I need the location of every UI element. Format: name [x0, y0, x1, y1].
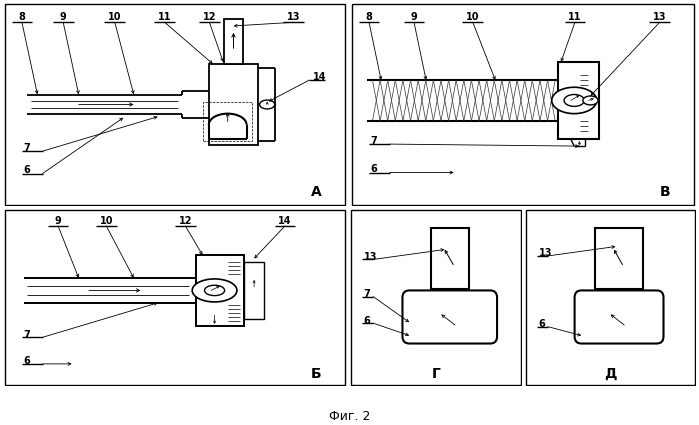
- Text: Д: Д: [604, 367, 617, 381]
- Bar: [224, 19, 243, 64]
- Bar: [244, 262, 264, 319]
- Circle shape: [259, 100, 275, 109]
- Text: 8: 8: [366, 12, 373, 22]
- Text: 13: 13: [653, 12, 666, 22]
- Circle shape: [192, 279, 237, 302]
- Text: 13: 13: [539, 248, 552, 258]
- Bar: [203, 102, 252, 141]
- Text: 9: 9: [55, 216, 62, 227]
- Text: 11: 11: [158, 12, 171, 22]
- Text: 6: 6: [363, 315, 370, 326]
- Text: В: В: [660, 185, 670, 199]
- Circle shape: [205, 285, 224, 296]
- Text: Фиг. 2: Фиг. 2: [329, 410, 370, 423]
- Text: 10: 10: [108, 12, 122, 22]
- Circle shape: [564, 94, 584, 106]
- Text: Б: Б: [311, 367, 322, 381]
- Text: 7: 7: [24, 330, 30, 340]
- Text: 13: 13: [363, 252, 377, 262]
- Bar: [595, 229, 643, 289]
- Text: 10: 10: [99, 216, 113, 227]
- Text: 6: 6: [24, 165, 30, 176]
- Text: 13: 13: [287, 12, 301, 22]
- Text: 9: 9: [60, 12, 66, 22]
- Text: 12: 12: [178, 216, 192, 227]
- Text: 7: 7: [370, 136, 377, 146]
- Text: А: А: [310, 185, 322, 199]
- Bar: [210, 64, 257, 145]
- Text: 11: 11: [568, 12, 582, 22]
- Bar: [431, 229, 469, 289]
- FancyBboxPatch shape: [575, 290, 663, 343]
- Bar: [196, 255, 244, 326]
- FancyBboxPatch shape: [403, 290, 497, 343]
- Text: 12: 12: [203, 12, 216, 22]
- Text: 7: 7: [24, 143, 30, 153]
- Text: Г: Г: [431, 367, 440, 381]
- Text: 6: 6: [539, 319, 545, 329]
- Circle shape: [552, 87, 597, 113]
- Circle shape: [583, 96, 598, 105]
- Text: 6: 6: [24, 356, 30, 366]
- Text: 7: 7: [363, 289, 370, 299]
- Text: 8: 8: [18, 12, 25, 22]
- Bar: [558, 62, 599, 139]
- Text: 9: 9: [410, 12, 417, 22]
- Text: 14: 14: [312, 72, 326, 82]
- Text: 10: 10: [466, 12, 480, 22]
- Text: 6: 6: [370, 164, 377, 174]
- Text: 14: 14: [278, 216, 291, 227]
